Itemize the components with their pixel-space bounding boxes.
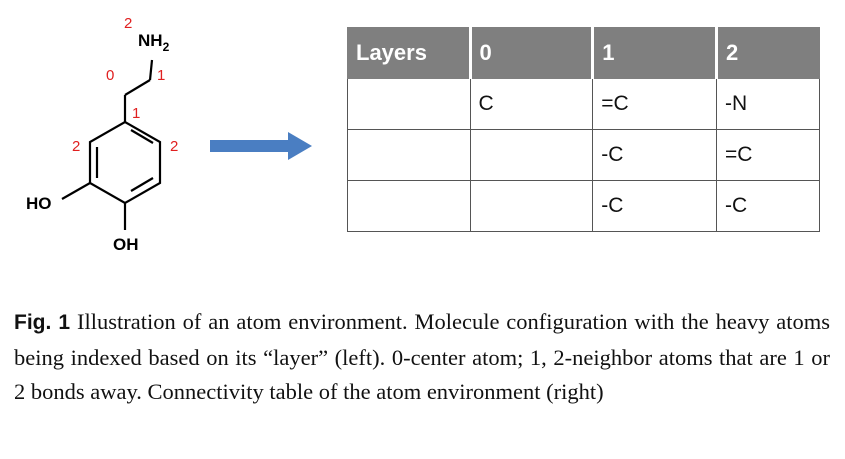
table-cell: -C bbox=[716, 180, 820, 232]
ring-double-1 bbox=[130, 129, 154, 144]
table-cell bbox=[469, 129, 594, 181]
table-row: -C -C bbox=[347, 180, 820, 232]
figure-panel: NH2 HO OH 2 1 0 1 2 2 Layers 0 1 2 C =C bbox=[26, 15, 820, 254]
figure-caption: Fig. 1 Illustration of an atom environme… bbox=[14, 305, 830, 410]
bond-c-c-chain bbox=[124, 79, 151, 96]
right-arrow-icon bbox=[210, 132, 312, 160]
caption-label: Fig. 1 bbox=[14, 311, 71, 334]
index-ch2-left: 0 bbox=[106, 67, 114, 84]
table-row: -C =C bbox=[347, 129, 820, 181]
table-header-row: Layers 0 1 2 bbox=[347, 27, 820, 79]
table-cell: -C bbox=[592, 129, 718, 181]
header-layer-2: 2 bbox=[715, 27, 820, 79]
table-cell: =C bbox=[716, 129, 820, 181]
connectivity-table: Layers 0 1 2 C =C -N -C =C -C bbox=[347, 27, 820, 232]
table-cell bbox=[347, 180, 471, 232]
header-layer-1: 1 bbox=[591, 27, 718, 79]
table-row: C =C -N bbox=[347, 78, 820, 130]
header-layer-0: 0 bbox=[468, 27, 594, 79]
table-cell: =C bbox=[592, 78, 718, 130]
index-ring-left: 2 bbox=[72, 138, 80, 155]
bond-n-c bbox=[148, 59, 154, 81]
caption-text: Illustration of an atom environment. Mol… bbox=[14, 309, 831, 404]
table-cell: -C bbox=[592, 180, 718, 232]
table-cell: -N bbox=[716, 78, 820, 130]
index-ring-right: 2 bbox=[170, 138, 178, 155]
benzene-ring bbox=[88, 120, 162, 205]
header-layers: Layers bbox=[347, 27, 471, 79]
table-cell: C bbox=[469, 78, 594, 130]
index-ch2-top: 1 bbox=[157, 67, 165, 84]
amine-label: NH2 bbox=[138, 31, 170, 54]
bond-ring-ho bbox=[61, 182, 91, 200]
index-n: 2 bbox=[124, 15, 132, 32]
table-cell bbox=[469, 180, 594, 232]
molecule-diagram: NH2 HO OH 2 1 0 1 2 2 bbox=[26, 15, 178, 254]
hydroxyl-bottom-label: OH bbox=[113, 235, 139, 254]
index-ring-ipso: 1 bbox=[132, 105, 140, 122]
table-cell bbox=[347, 129, 471, 181]
ring-double-2 bbox=[130, 177, 154, 192]
hydroxyl-left-label: HO bbox=[26, 194, 52, 213]
table-cell bbox=[347, 78, 471, 130]
